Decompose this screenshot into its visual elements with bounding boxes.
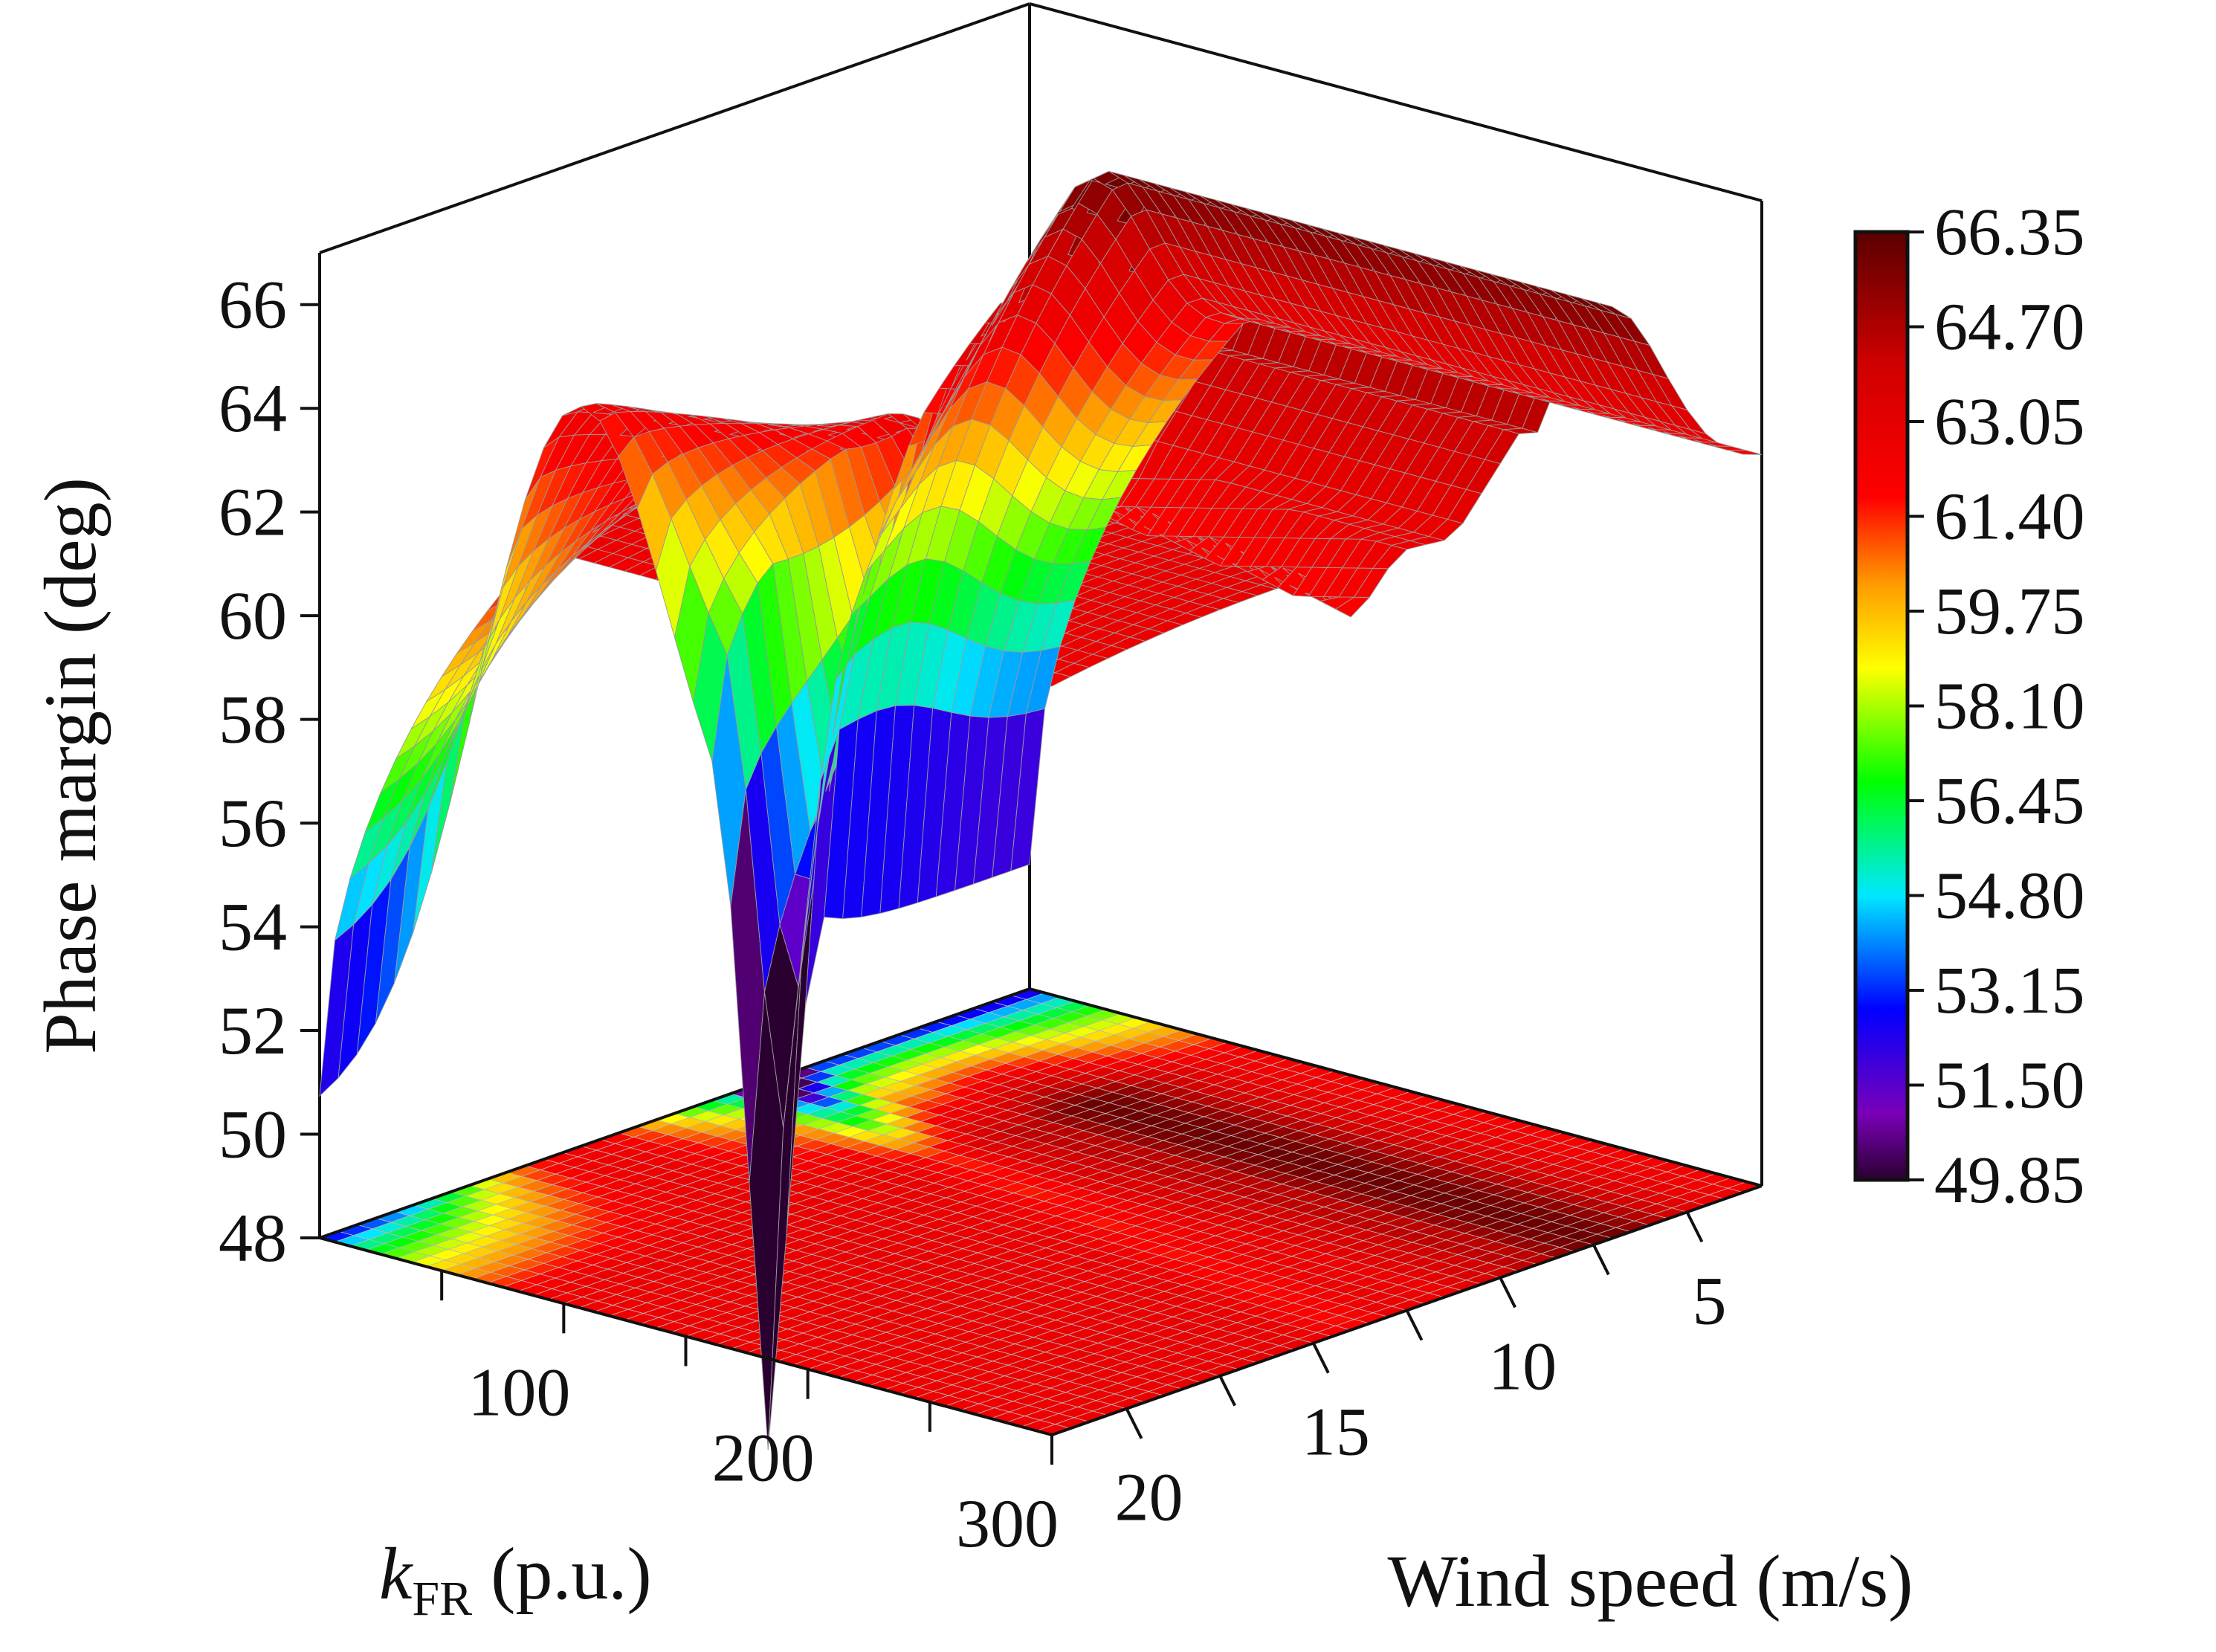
x-axis-title-sub: FR [412,1572,472,1626]
y-tick [1405,1309,1424,1341]
z-tick-label: 58 [219,682,287,758]
colorbar-label: 56.45 [1934,764,2085,838]
z-axis-title: Phase margin (deg) [29,477,112,1054]
x-tick-label: 100 [468,1354,570,1430]
y-tick [1312,1342,1330,1374]
axis-ticks [300,303,1704,1465]
surface-patch [1728,450,1763,455]
z-tick-label: 48 [219,1200,287,1276]
frame-line [1029,987,1763,1187]
z-tick-label: 56 [219,785,287,861]
z-tick-label: 60 [219,578,287,654]
y-tick-label: 20 [1115,1459,1183,1535]
z-tick-label: 64 [219,370,287,446]
colorbar-label: 53.15 [1934,954,2085,1027]
colorbar-label: 61.40 [1934,480,2085,554]
y-tick [1125,1407,1143,1439]
colorbar-label: 63.05 [1934,385,2085,459]
axis-labels: 48 50 52 54 56 58 60 62 64 66 100 200 300 5 10 15 20 [219,267,1726,1561]
frame-line [319,2,1030,254]
frame-line [1029,2,1763,202]
colorbar-label: 54.80 [1934,859,2085,933]
y-tick-label: 15 [1302,1394,1370,1470]
colorbar-label: 51.50 [1934,1049,2085,1123]
colorbar: 66.35 64.70 63.05 61.40 59.75 58.10 56.45 54.80… [1853,196,2085,1217]
x-axis-title-unit: (p.u.) [472,1532,652,1615]
colorbar-gradient [1853,230,1910,1182]
z-tick-label: 54 [219,889,287,965]
x-axis-title: kFR (p.u.) [379,1532,652,1626]
y-tick-label: 5 [1692,1262,1726,1338]
x-tick-label: 200 [712,1420,815,1496]
surface-patches [319,170,1763,1451]
z-tick-label: 66 [219,267,287,343]
frame-line [319,987,1030,1239]
y-tick [1499,1277,1516,1309]
colorbar-label: 59.75 [1934,575,2085,648]
y-tick [1592,1244,1610,1276]
y-tick [1218,1375,1236,1407]
z-tick-label: 62 [219,474,287,550]
y-axis-title: Wind speed (m/s) [1388,1540,1913,1622]
y-tick [1685,1211,1704,1243]
y-tick-label: 10 [1488,1328,1557,1404]
colorbar-label: 49.85 [1934,1143,2085,1217]
z-tick-label: 52 [219,993,287,1068]
colorbar-label: 64.70 [1934,291,2085,364]
colorbar-label: 66.35 [1934,196,2085,269]
x-tick-label: 300 [956,1485,1059,1561]
surface-patch [1712,445,1747,451]
x-axis-title-main: k [379,1532,413,1615]
z-tick-label: 50 [219,1097,287,1172]
colorbar-label: 58.10 [1934,670,2085,743]
